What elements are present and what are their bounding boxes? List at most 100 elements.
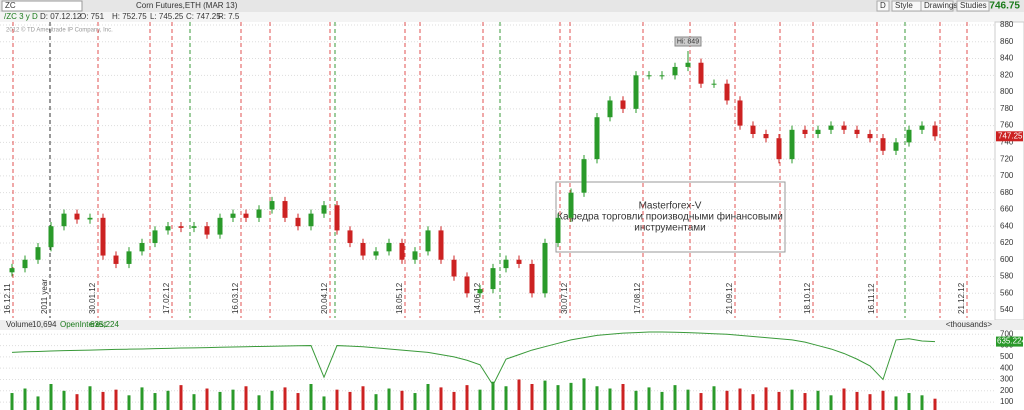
volume-bar [153, 393, 157, 410]
price-axis [994, 21, 1024, 321]
volume-bar [647, 387, 651, 410]
y-tick-label: 760 [1000, 121, 1014, 130]
volume-bar [88, 386, 92, 410]
header-item: D: 07.12.12 [40, 12, 82, 21]
symbol-field[interactable] [1, 0, 83, 12]
y-tick-label: 680 [1000, 188, 1014, 197]
volume-bar [127, 395, 131, 410]
date-label: 16.03.12 [231, 282, 240, 314]
volume-bar [829, 395, 833, 410]
candle-body [360, 242, 366, 256]
date-label: 21.12.12 [957, 282, 966, 314]
candle-body [204, 226, 210, 235]
volume-bar [556, 385, 560, 410]
candle-body [412, 251, 418, 260]
volume-tick-label: 100 [1000, 397, 1014, 406]
candle-body [373, 251, 379, 256]
price-tag [996, 131, 1023, 142]
volume-bar [816, 390, 820, 410]
date-label: 17.08.12 [633, 282, 642, 314]
high-annotation: Hi: 849 [677, 38, 699, 45]
volume-bar [517, 379, 521, 410]
candle-body [22, 259, 28, 269]
volume-bar [595, 386, 599, 410]
volume-bar [361, 386, 365, 410]
candle-body [191, 226, 197, 228]
volume-bar [36, 396, 40, 410]
candle-body [399, 242, 405, 260]
volume-bar [322, 396, 326, 410]
volume-bar [23, 388, 27, 410]
candle-body [178, 226, 184, 228]
candle-body [308, 213, 314, 227]
volume-tick-label: 200 [1000, 386, 1014, 395]
candle-body [789, 129, 795, 160]
candle-body [607, 100, 613, 118]
toolbar-button[interactable] [876, 0, 890, 12]
volume-bar [439, 387, 443, 410]
candle-body [685, 62, 691, 67]
candle-body [828, 125, 834, 130]
candle-body [516, 259, 522, 264]
volume-bar [231, 389, 235, 410]
header-item: C: 747.25 [186, 12, 221, 21]
volume-bar [569, 382, 573, 410]
candle-body [620, 100, 626, 109]
candle-body [386, 242, 392, 252]
copyright: 2012 © TD Ameritrade IP Company, Inc. [6, 27, 113, 34]
textbox-line: Masterforex-V [639, 201, 702, 212]
volume-bar [179, 385, 183, 410]
candle-body [295, 217, 301, 227]
candle-body [243, 213, 249, 218]
volume-bar [842, 388, 846, 410]
candle-body [815, 129, 821, 134]
y-tick-label: 740 [1000, 137, 1014, 146]
volume-bar [218, 391, 222, 410]
candle-body [9, 268, 15, 273]
volume-bar [283, 387, 287, 410]
toolbar-button[interactable] [920, 0, 954, 12]
toolbar-button[interactable] [956, 0, 990, 12]
volume-bar [582, 378, 586, 410]
header-item: L: 745.25 [150, 12, 184, 21]
volume-bar [309, 384, 313, 410]
volume-bar [621, 384, 625, 410]
volume-bar [62, 390, 66, 410]
button-label: Style [895, 1, 913, 10]
candle-body [230, 213, 236, 218]
candle-body [503, 259, 509, 269]
button-label: Drawings [924, 1, 957, 10]
volume-bar [413, 393, 417, 410]
volume-bar [504, 386, 508, 410]
candle-body [763, 133, 769, 139]
volume-tick-label: 300 [1000, 375, 1014, 384]
candle-body [555, 217, 561, 243]
volume-bar [75, 394, 79, 410]
candle-body [919, 125, 925, 130]
oi-tag [996, 336, 1023, 347]
volume-tick-label: 500 [1000, 352, 1014, 361]
candle-body [737, 100, 743, 126]
volume-bar [608, 388, 612, 410]
candle-body [698, 62, 704, 84]
y-tick-label: 820 [1000, 70, 1014, 79]
volume-bar [400, 390, 404, 410]
header-bar [0, 12, 1024, 22]
volume-bar [920, 395, 924, 410]
description: Corn Futures,ETH (MAR 13) [136, 1, 238, 10]
date-label: 20.04.12 [320, 282, 329, 314]
candle-body [646, 75, 652, 77]
volume-bar [192, 394, 196, 410]
volume-bar [166, 390, 170, 410]
price-tag-label: 747.25 [998, 131, 1023, 140]
candle-body [542, 242, 548, 294]
volume-bar [244, 386, 248, 410]
date-label: 30.07.12 [560, 282, 569, 314]
open-interest-line [11, 331, 936, 387]
volume-bar [790, 389, 794, 410]
candle-body [854, 129, 860, 134]
y-tick-label: 600 [1000, 255, 1014, 264]
candle-body [880, 138, 886, 151]
candle-body [867, 133, 873, 139]
